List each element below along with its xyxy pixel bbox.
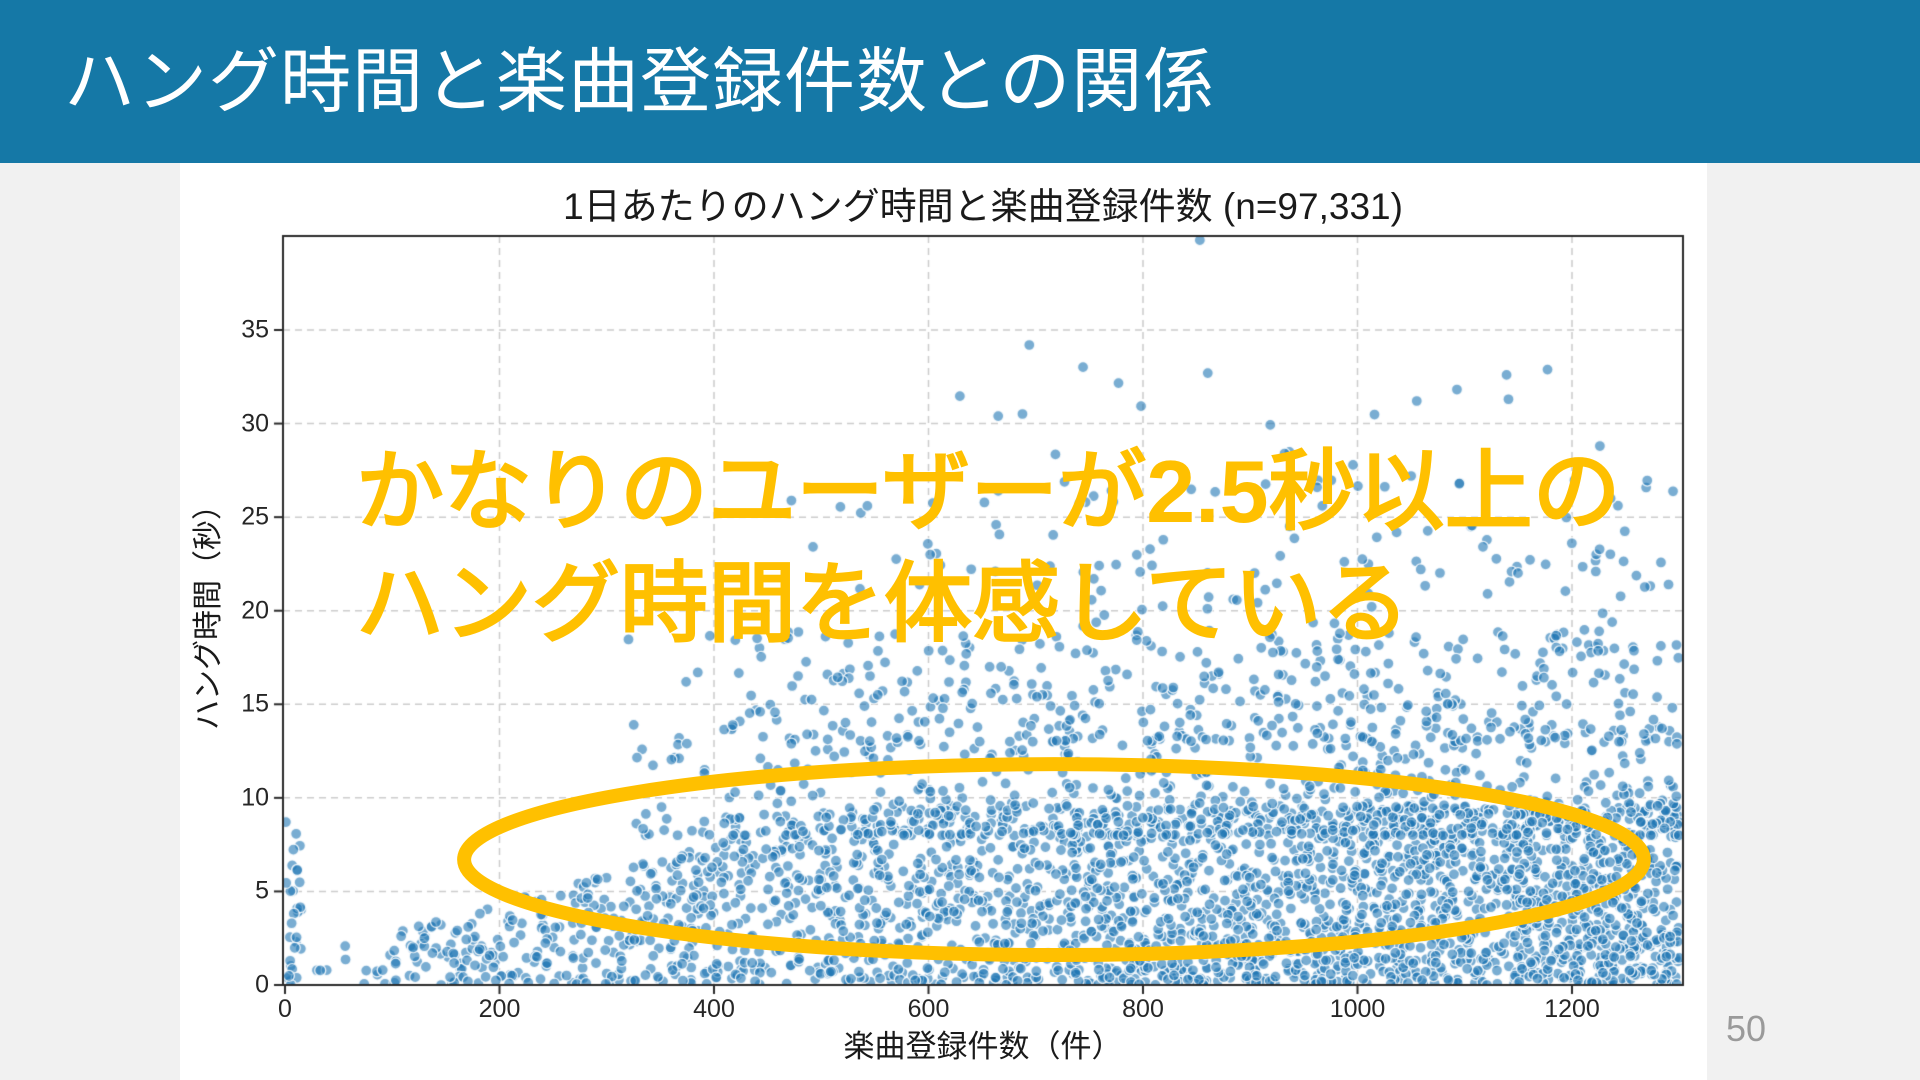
annotation-line-2: ハング時間を体感している <box>356 554 1410 653</box>
y-tick-label: 30 <box>241 409 269 438</box>
annotation-text: かなりのユーザーが2.5秒以上の ハング時間を体感している <box>356 436 1621 660</box>
x-tick-label: 1200 <box>1544 995 1600 1023</box>
slide-header: ハング時間と楽曲登録件数との関係 <box>0 0 1920 163</box>
y-tick-label: 35 <box>241 315 269 344</box>
y-tick-label: 10 <box>241 783 269 812</box>
y-tick-label: 25 <box>241 502 269 531</box>
x-tick-label: 400 <box>693 995 735 1023</box>
x-tick-label: 600 <box>907 995 950 1023</box>
x-axis-label: 楽曲登録件数（件） <box>843 1029 1123 1064</box>
page-number: 50 <box>1726 1008 1767 1049</box>
x-tick-label: 1000 <box>1329 995 1386 1023</box>
y-tick-label: 0 <box>255 970 269 999</box>
y-tick-label: 15 <box>241 689 269 718</box>
x-tick-label: 0 <box>278 995 292 1023</box>
x-tick-label: 200 <box>478 995 521 1023</box>
annotation-line-1: かなりのユーザーが2.5秒以上の <box>356 442 1621 541</box>
x-tick-label: 800 <box>1122 995 1164 1023</box>
slide-title: ハング時間と楽曲登録件数との関係 <box>64 42 1216 122</box>
y-tick-label: 5 <box>255 876 269 905</box>
y-tick-label: 20 <box>241 596 269 625</box>
